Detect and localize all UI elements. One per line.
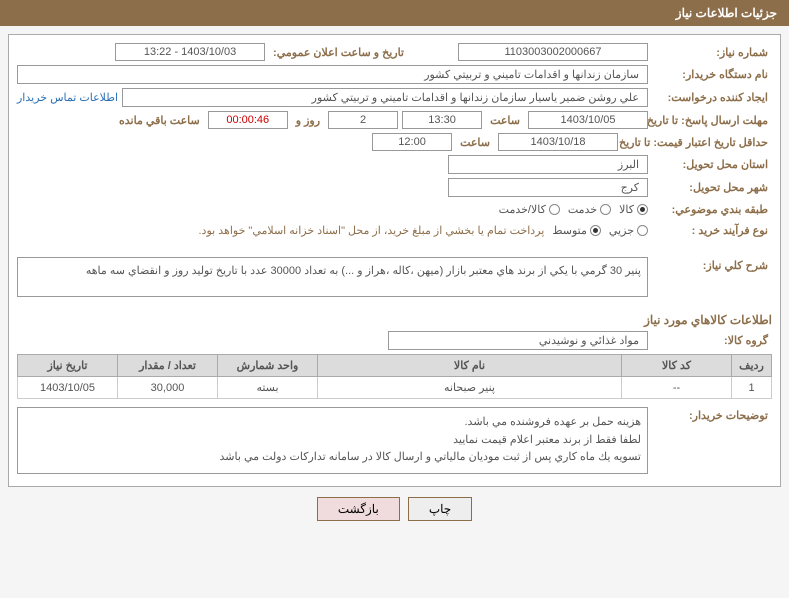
- purchase-type-medium[interactable]: متوسط: [552, 224, 601, 237]
- purchase-type-note: پرداخت تمام يا بخشي از مبلغ خريد، از محل…: [195, 222, 549, 239]
- cell-row: 1: [732, 377, 772, 399]
- contact-link[interactable]: اطلاعات تماس خريدار: [17, 91, 118, 104]
- category-label: طبقه بندي موضوعي:: [652, 201, 772, 218]
- th-code: كد كالا: [622, 355, 732, 377]
- general-desc-text: پنير 30 گرمي با يكي از برند هاي معتبر با…: [17, 257, 648, 297]
- cell-qty: 30,000: [118, 377, 218, 399]
- validity-time: 12:00: [372, 133, 452, 151]
- goods-table: رديف كد كالا نام كالا واحد شمارش تعداد /…: [17, 354, 772, 399]
- purchase-type-minor[interactable]: جزيي: [609, 224, 648, 237]
- th-row: رديف: [732, 355, 772, 377]
- print-button[interactable]: چاپ: [408, 497, 472, 521]
- goods-group-value: مواد غذائي و نوشيدني: [388, 331, 648, 350]
- table-row: 1 -- پنير صبحانه بسته 30,000 1403/10/05: [18, 377, 772, 399]
- details-container: شماره نياز: 1103003002000667 تاريخ و ساع…: [8, 34, 781, 487]
- purchase-type-radio-group: جزيي متوسط: [552, 224, 648, 237]
- province-label: استان محل تحويل:: [652, 156, 772, 173]
- cell-unit: بسته: [218, 377, 318, 399]
- announce-datetime-value: 1403/10/03 - 13:22: [115, 43, 265, 61]
- deadline-date: 1403/10/05: [528, 111, 648, 129]
- validity-date: 1403/10/18: [498, 133, 618, 151]
- buyer-notes-label: توضيحات خريدار:: [652, 407, 772, 424]
- th-name: نام كالا: [318, 355, 622, 377]
- buyer-org-label: نام دستگاه خريدار:: [652, 66, 772, 83]
- validity-label: حداقل تاريخ اعتبار قيمت: تا تاريخ:: [622, 134, 772, 151]
- buyer-note-line: تسويه يك ماه كاري پس از ثبت موديان ماليا…: [24, 449, 641, 467]
- cell-date: 1403/10/05: [18, 377, 118, 399]
- radio-icon: [600, 204, 611, 215]
- requester-label: ايجاد كننده درخواست:: [652, 89, 772, 106]
- buyer-notes-box: هزينه حمل بر عهده فروشنده مي باشد. لطفا …: [17, 407, 648, 474]
- deadline-remaining-label: ساعت باقي مانده: [115, 112, 204, 129]
- deadline-countdown: 00:00:46: [208, 111, 288, 129]
- cell-code: --: [622, 377, 732, 399]
- th-date: تاريخ نياز: [18, 355, 118, 377]
- category-radio-group: كالا خدمت كالا/خدمت: [499, 203, 648, 216]
- buyer-note-line: هزينه حمل بر عهده فروشنده مي باشد.: [24, 414, 641, 432]
- validity-time-label: ساعت: [456, 134, 494, 151]
- back-button[interactable]: بازگشت: [317, 497, 400, 521]
- radio-icon: [549, 204, 560, 215]
- buyer-org-value: سازمان زندانها و اقدامات تاميني و تربيتي…: [17, 65, 648, 84]
- category-option-goods[interactable]: كالا: [619, 203, 648, 216]
- button-bar: چاپ بازگشت: [0, 497, 789, 521]
- radio-icon: [637, 225, 648, 236]
- page-title: جزئيات اطلاعات نياز: [676, 6, 777, 20]
- announce-datetime-label: تاريخ و ساعت اعلان عمومي:: [269, 44, 408, 61]
- province-value: البرز: [448, 155, 648, 174]
- general-desc-label: شرح كلي نياز:: [652, 257, 772, 274]
- deadline-label: مهلت ارسال پاسخ: تا تاريخ:: [652, 112, 772, 129]
- goods-group-label: گروه كالا:: [652, 332, 772, 349]
- purchase-type-label: نوع فرآيند خريد :: [652, 222, 772, 239]
- deadline-days: 2: [328, 111, 398, 129]
- need-number-value: 1103003002000667: [458, 43, 648, 61]
- category-option-both[interactable]: كالا/خدمت: [499, 203, 560, 216]
- radio-icon: [637, 204, 648, 215]
- deadline-time-label: ساعت: [486, 112, 524, 129]
- cell-name: پنير صبحانه: [318, 377, 622, 399]
- th-unit: واحد شمارش: [218, 355, 318, 377]
- category-option-service[interactable]: خدمت: [568, 203, 611, 216]
- requester-value: علي روشن ضمير ياسيار سازمان زندانها و اق…: [122, 88, 648, 107]
- deadline-days-label: روز و: [292, 112, 324, 129]
- deadline-time: 13:30: [402, 111, 482, 129]
- goods-section-title: اطلاعات كالاهاي مورد نياز: [17, 313, 772, 327]
- th-qty: تعداد / مقدار: [118, 355, 218, 377]
- page-header: جزئيات اطلاعات نياز: [0, 0, 789, 26]
- city-label: شهر محل تحويل:: [652, 179, 772, 196]
- city-value: كرج: [448, 178, 648, 197]
- buyer-note-line: لطفا فقط از برند معتبر اعلام قيمت نماييد: [24, 432, 641, 450]
- radio-icon: [590, 225, 601, 236]
- need-number-label: شماره نياز:: [652, 44, 772, 61]
